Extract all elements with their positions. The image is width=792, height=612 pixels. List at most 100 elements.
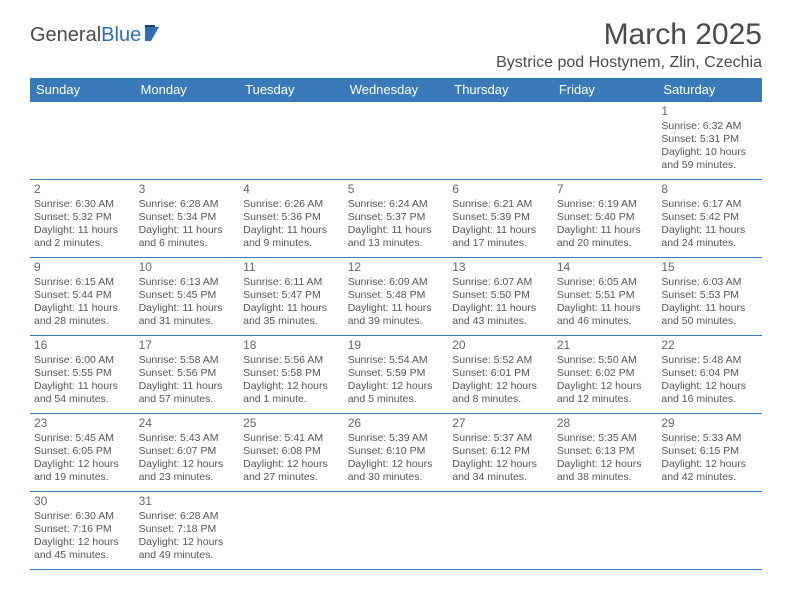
day-number: 25: [243, 416, 340, 431]
sunrise-text: Sunrise: 6:28 AM: [139, 198, 236, 211]
sunrise-text: Sunrise: 5:39 AM: [348, 432, 445, 445]
day-cell: 16Sunrise: 6:00 AMSunset: 5:55 PMDayligh…: [30, 336, 135, 414]
weekday-header: Monday: [135, 78, 240, 102]
daylight1-text: Daylight: 11 hours: [243, 302, 340, 315]
day-cell: 3Sunrise: 6:28 AMSunset: 5:34 PMDaylight…: [135, 180, 240, 258]
day-cell: 6Sunrise: 6:21 AMSunset: 5:39 PMDaylight…: [448, 180, 553, 258]
daylight2-text: and 13 minutes.: [348, 237, 445, 250]
daylight1-text: Daylight: 12 hours: [452, 380, 549, 393]
calendar-row: 2Sunrise: 6:30 AMSunset: 5:32 PMDaylight…: [30, 180, 762, 258]
sunrise-text: Sunrise: 5:58 AM: [139, 354, 236, 367]
sunset-text: Sunset: 5:34 PM: [139, 211, 236, 224]
sunset-text: Sunset: 5:48 PM: [348, 289, 445, 302]
sunrise-text: Sunrise: 6:30 AM: [34, 198, 131, 211]
daylight2-text: and 31 minutes.: [139, 315, 236, 328]
calendar-body: 1Sunrise: 6:32 AMSunset: 5:31 PMDaylight…: [30, 102, 762, 570]
sunset-text: Sunset: 6:08 PM: [243, 445, 340, 458]
sunset-text: Sunset: 5:45 PM: [139, 289, 236, 302]
day-number: 14: [557, 260, 654, 275]
empty-cell: [239, 102, 344, 180]
sunrise-text: Sunrise: 6:28 AM: [139, 510, 236, 523]
empty-cell: [553, 102, 658, 180]
day-number: 17: [139, 338, 236, 353]
daylight1-text: Daylight: 12 hours: [661, 458, 758, 471]
daylight1-text: Daylight: 11 hours: [348, 302, 445, 315]
day-number: 2: [34, 182, 131, 197]
sunrise-text: Sunrise: 6:32 AM: [661, 120, 758, 133]
day-cell: 10Sunrise: 6:13 AMSunset: 5:45 PMDayligh…: [135, 258, 240, 336]
sunrise-text: Sunrise: 6:24 AM: [348, 198, 445, 211]
daylight1-text: Daylight: 11 hours: [452, 224, 549, 237]
daylight2-text: and 6 minutes.: [139, 237, 236, 250]
calendar-table: Sunday Monday Tuesday Wednesday Thursday…: [30, 78, 762, 570]
sunrise-text: Sunrise: 6:07 AM: [452, 276, 549, 289]
daylight2-text: and 28 minutes.: [34, 315, 131, 328]
daylight2-text: and 39 minutes.: [348, 315, 445, 328]
sunrise-text: Sunrise: 5:54 AM: [348, 354, 445, 367]
day-cell: 30Sunrise: 6:30 AMSunset: 7:16 PMDayligh…: [30, 492, 135, 570]
sunset-text: Sunset: 6:13 PM: [557, 445, 654, 458]
sunset-text: Sunset: 6:12 PM: [452, 445, 549, 458]
daylight2-text: and 43 minutes.: [452, 315, 549, 328]
day-cell: 8Sunrise: 6:17 AMSunset: 5:42 PMDaylight…: [657, 180, 762, 258]
sunset-text: Sunset: 5:37 PM: [348, 211, 445, 224]
calendar-row: 9Sunrise: 6:15 AMSunset: 5:44 PMDaylight…: [30, 258, 762, 336]
daylight2-text: and 38 minutes.: [557, 471, 654, 484]
daylight1-text: Daylight: 12 hours: [661, 380, 758, 393]
daylight1-text: Daylight: 11 hours: [348, 224, 445, 237]
day-number: 31: [139, 494, 236, 509]
day-cell: 9Sunrise: 6:15 AMSunset: 5:44 PMDaylight…: [30, 258, 135, 336]
day-cell: 21Sunrise: 5:50 AMSunset: 6:02 PMDayligh…: [553, 336, 658, 414]
day-cell: 17Sunrise: 5:58 AMSunset: 5:56 PMDayligh…: [135, 336, 240, 414]
day-cell: 23Sunrise: 5:45 AMSunset: 6:05 PMDayligh…: [30, 414, 135, 492]
daylight1-text: Daylight: 11 hours: [34, 302, 131, 315]
day-number: 28: [557, 416, 654, 431]
sunrise-text: Sunrise: 5:37 AM: [452, 432, 549, 445]
day-number: 26: [348, 416, 445, 431]
calendar-row: 23Sunrise: 5:45 AMSunset: 6:05 PMDayligh…: [30, 414, 762, 492]
day-cell: 19Sunrise: 5:54 AMSunset: 5:59 PMDayligh…: [344, 336, 449, 414]
calendar-row: 1Sunrise: 6:32 AMSunset: 5:31 PMDaylight…: [30, 102, 762, 180]
daylight1-text: Daylight: 12 hours: [243, 458, 340, 471]
daylight2-text: and 17 minutes.: [452, 237, 549, 250]
empty-cell: [344, 492, 449, 570]
day-cell: 22Sunrise: 5:48 AMSunset: 6:04 PMDayligh…: [657, 336, 762, 414]
empty-cell: [553, 492, 658, 570]
daylight1-text: Daylight: 12 hours: [139, 458, 236, 471]
daylight2-text: and 57 minutes.: [139, 393, 236, 406]
sunset-text: Sunset: 5:50 PM: [452, 289, 549, 302]
sunset-text: Sunset: 5:31 PM: [661, 133, 758, 146]
weekday-header: Saturday: [657, 78, 762, 102]
day-cell: 7Sunrise: 6:19 AMSunset: 5:40 PMDaylight…: [553, 180, 658, 258]
daylight2-text: and 54 minutes.: [34, 393, 131, 406]
day-cell: 24Sunrise: 5:43 AMSunset: 6:07 PMDayligh…: [135, 414, 240, 492]
day-cell: 11Sunrise: 6:11 AMSunset: 5:47 PMDayligh…: [239, 258, 344, 336]
daylight2-text: and 16 minutes.: [661, 393, 758, 406]
daylight1-text: Daylight: 11 hours: [34, 224, 131, 237]
day-cell: 14Sunrise: 6:05 AMSunset: 5:51 PMDayligh…: [553, 258, 658, 336]
daylight2-text: and 2 minutes.: [34, 237, 131, 250]
sunrise-text: Sunrise: 5:43 AM: [139, 432, 236, 445]
sunrise-text: Sunrise: 6:13 AM: [139, 276, 236, 289]
empty-cell: [30, 102, 135, 180]
day-cell: 29Sunrise: 5:33 AMSunset: 6:15 PMDayligh…: [657, 414, 762, 492]
day-cell: 4Sunrise: 6:26 AMSunset: 5:36 PMDaylight…: [239, 180, 344, 258]
daylight1-text: Daylight: 11 hours: [139, 224, 236, 237]
day-number: 4: [243, 182, 340, 197]
sunset-text: Sunset: 7:16 PM: [34, 523, 131, 536]
month-title: March 2025: [496, 18, 762, 52]
sunset-text: Sunset: 6:15 PM: [661, 445, 758, 458]
sunset-text: Sunset: 6:07 PM: [139, 445, 236, 458]
sunset-text: Sunset: 5:51 PM: [557, 289, 654, 302]
daylight1-text: Daylight: 11 hours: [557, 224, 654, 237]
sunset-text: Sunset: 6:01 PM: [452, 367, 549, 380]
daylight2-text: and 50 minutes.: [661, 315, 758, 328]
daylight1-text: Daylight: 11 hours: [243, 224, 340, 237]
sunset-text: Sunset: 5:47 PM: [243, 289, 340, 302]
day-number: 15: [661, 260, 758, 275]
day-cell: 18Sunrise: 5:56 AMSunset: 5:58 PMDayligh…: [239, 336, 344, 414]
daylight2-text: and 27 minutes.: [243, 471, 340, 484]
daylight1-text: Daylight: 12 hours: [557, 458, 654, 471]
daylight1-text: Daylight: 11 hours: [452, 302, 549, 315]
day-number: 16: [34, 338, 131, 353]
